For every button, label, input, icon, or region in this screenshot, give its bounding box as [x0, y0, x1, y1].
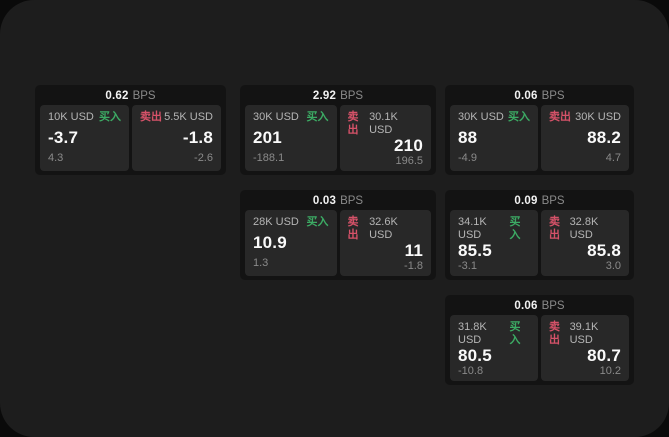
sell-sub-value: 196.5: [395, 155, 423, 167]
bps-unit-label: BPS: [132, 89, 156, 102]
bps-header: 0.06 BPS: [445, 295, 634, 315]
bps-header: 0.62 BPS: [35, 85, 226, 105]
sell-panel[interactable]: 卖出 39.1K USD 80.7 10.2: [541, 315, 629, 381]
buy-sub-value: -10.8: [458, 365, 484, 377]
buy-label: 买入: [306, 111, 329, 123]
sell-sub-value: 3.0: [605, 260, 621, 272]
bps-unit-label: BPS: [541, 89, 565, 102]
sell-price: 210: [394, 136, 423, 155]
sell-price: 11: [404, 241, 423, 260]
bps-header: 2.92 BPS: [240, 85, 436, 105]
sell-amount: 5.5K USD: [164, 111, 213, 123]
sell-sub-value: 4.7: [605, 152, 621, 164]
sell-panel[interactable]: 卖出 32.6K USD 11 -1.8: [339, 210, 431, 276]
buy-price: 201: [253, 128, 282, 147]
buy-sub-value: -3.1: [458, 260, 477, 272]
bps-unit-label: BPS: [541, 194, 565, 207]
buy-amount: 30K USD: [253, 111, 299, 123]
buy-label: 买入: [99, 111, 121, 123]
buy-amount: 31.8K USD: [458, 321, 487, 346]
bps-unit-label: BPS: [340, 89, 364, 102]
sell-label: 卖出: [549, 216, 560, 241]
buy-label: 买入: [306, 216, 329, 228]
sell-amount: 30.1K USD: [369, 111, 398, 136]
buy-panel[interactable]: 30K USD 买入 201 -188.1: [245, 105, 337, 171]
buy-amount: 10K USD: [48, 111, 94, 123]
buy-sub-value: 4.3: [48, 152, 64, 164]
buy-sub-value: -188.1: [253, 152, 285, 164]
sell-sub-value: -2.6: [194, 152, 213, 164]
buy-amount: 34.1K USD: [458, 216, 487, 241]
sell-label: 卖出: [347, 111, 359, 136]
buy-amount: 30K USD: [458, 111, 504, 123]
sell-sub-value: 10.2: [599, 365, 621, 377]
buy-price: 10.9: [253, 233, 287, 252]
buy-panel[interactable]: 31.8K USD 买入 80.5 -10.8: [450, 315, 538, 381]
bps-header: 0.06 BPS: [445, 85, 634, 105]
sell-panel[interactable]: 卖出 32.8K USD 85.8 3.0: [541, 210, 629, 276]
quote-card-1: 0.62 BPS 10K USD 买入 -3.7 4.3 卖出 5.5K USD…: [35, 85, 226, 175]
buy-panel[interactable]: 28K USD 买入 10.9 1.3: [245, 210, 337, 276]
bps-value: 0.06: [514, 89, 538, 102]
sell-price: -1.8: [182, 128, 213, 147]
bps-header: 0.03 BPS: [240, 190, 436, 210]
bps-value: 0.09: [514, 194, 538, 207]
buy-price: 85.5: [458, 241, 492, 260]
buy-label: 买入: [508, 111, 530, 123]
sell-sub-value: -1.8: [404, 260, 423, 272]
buy-price: 80.5: [458, 346, 492, 365]
buy-panel[interactable]: 30K USD 买入 88 -4.9: [450, 105, 538, 171]
buy-panel[interactable]: 34.1K USD 买入 85.5 -3.1: [450, 210, 538, 276]
bps-value: 0.03: [312, 194, 337, 207]
quote-card-5: 0.09 BPS 34.1K USD 买入 85.5 -3.1 卖出 32.8K…: [445, 190, 634, 280]
buy-label: 买入: [509, 216, 521, 241]
sell-label: 卖出: [549, 321, 560, 346]
sell-panel[interactable]: 卖出 30.1K USD 210 196.5: [339, 105, 431, 171]
sell-label: 卖出: [140, 111, 162, 123]
quote-card-6: 0.06 BPS 31.8K USD 买入 80.5 -10.8 卖出 39.1…: [445, 295, 634, 385]
bps-unit-label: BPS: [541, 299, 565, 312]
sell-price: 80.7: [587, 346, 621, 365]
buy-sub-value: 1.3: [253, 257, 269, 269]
quote-card-2: 2.92 BPS 30K USD 买入 201 -188.1 卖出 30.1K …: [240, 85, 436, 175]
buy-label: 买入: [509, 321, 521, 346]
sell-label: 卖出: [347, 216, 359, 241]
sell-panel[interactable]: 卖出 5.5K USD -1.8 -2.6: [132, 105, 221, 171]
buy-sub-value: -4.9: [458, 152, 477, 164]
sell-price: 88.2: [587, 128, 621, 147]
bps-value: 0.62: [105, 89, 129, 102]
sell-price: 85.8: [587, 241, 621, 260]
quote-card-3: 0.06 BPS 30K USD 买入 88 -4.9 卖出 30K USD 8…: [445, 85, 634, 175]
buy-panel[interactable]: 10K USD 买入 -3.7 4.3: [40, 105, 129, 171]
quote-card-4: 0.03 BPS 28K USD 买入 10.9 1.3 卖出 32.6K US…: [240, 190, 436, 280]
bps-value: 2.92: [312, 89, 337, 102]
bps-value: 0.06: [514, 299, 538, 312]
sell-amount: 30K USD: [575, 111, 621, 123]
sell-amount: 32.6K USD: [369, 216, 398, 241]
buy-price: -3.7: [48, 128, 79, 147]
buy-amount: 28K USD: [253, 216, 299, 228]
sell-amount: 39.1K USD: [569, 321, 599, 346]
buy-price: 88: [458, 128, 478, 147]
bps-unit-label: BPS: [340, 194, 364, 207]
sell-panel[interactable]: 卖出 30K USD 88.2 4.7: [541, 105, 629, 171]
bps-header: 0.09 BPS: [445, 190, 634, 210]
sell-label: 卖出: [549, 111, 571, 123]
sell-amount: 32.8K USD: [569, 216, 599, 241]
